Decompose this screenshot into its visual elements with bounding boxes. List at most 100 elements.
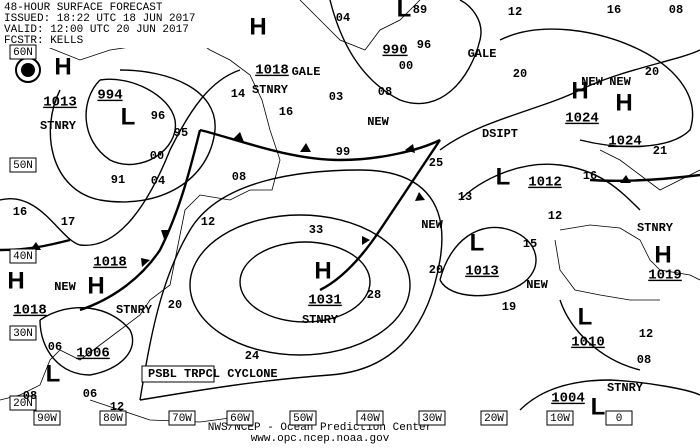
central-pressure: 1004 (551, 391, 585, 407)
lon-label: 20W (484, 413, 504, 425)
central-pressure: 1018 (13, 303, 47, 319)
map-label: GALE (292, 65, 321, 79)
lon-box (168, 410, 196, 426)
central-pressure: 1019 (648, 268, 682, 284)
map-label: 06 (83, 387, 97, 401)
lon-box (418, 410, 446, 426)
pressure-center: H (54, 53, 71, 80)
central-pressure: 1024 (608, 134, 642, 150)
pressure-center: H (615, 89, 632, 116)
map-label: 20 (429, 263, 443, 277)
lon-label: 80W (103, 413, 123, 425)
pressure-center: H (571, 77, 588, 104)
map-label: 04 (151, 174, 165, 188)
central-pressure: 1018 (93, 255, 127, 271)
lat-label: 20N (13, 398, 33, 410)
lat-label: 50N (13, 160, 33, 172)
header-line: VALID: 12:00 UTC 20 JUN 2017 (4, 24, 189, 36)
map-label: NEW (526, 278, 548, 292)
lon-box (356, 410, 384, 426)
central-pressure: 1012 (528, 175, 562, 191)
map-label: STNRY (40, 119, 77, 133)
map-label: 12 (639, 327, 653, 341)
pressure-center: H (249, 13, 266, 40)
lon-label: 30W (422, 413, 442, 425)
map-label: 12 (548, 209, 562, 223)
lon-box (99, 410, 127, 426)
central-pressure: 994 (97, 88, 122, 104)
map-label: 08 (637, 353, 651, 367)
pressure-center: L (591, 393, 606, 420)
map-label: 00 (150, 149, 164, 163)
map-label: 13 (458, 190, 472, 204)
map-label: 96 (417, 38, 431, 52)
map-label: 25 (429, 156, 443, 170)
map-label: NEW (421, 218, 443, 232)
central-pressure: 1006 (76, 346, 110, 362)
map-label: 19 (502, 300, 516, 314)
lat-box (9, 395, 37, 411)
map-label: DSIPT (482, 127, 518, 141)
map-label: 16 (607, 3, 621, 17)
lat-box (9, 325, 37, 341)
lon-label: 0 (616, 413, 623, 425)
map-label: 17 (61, 215, 75, 229)
central-pressure: 990 (382, 43, 407, 59)
header-line: ISSUED: 18:22 UTC 18 JUN 2017 (4, 13, 195, 25)
central-pressure: 1013 (465, 264, 499, 280)
lon-box (546, 410, 574, 426)
map-label: STNRY (252, 83, 289, 97)
map-label: 95 (174, 126, 188, 140)
central-pressure: 1013 (43, 95, 77, 111)
pressure-center: L (470, 229, 485, 256)
map-label: 12 (201, 215, 215, 229)
map-label: STNRY (607, 381, 644, 395)
map-label: STNRY (637, 221, 674, 235)
map-label: 08 (378, 85, 392, 99)
map-label: STNRY (116, 303, 153, 317)
map-label: STNRY (302, 313, 339, 327)
cyclone-box (141, 365, 215, 383)
central-pressure: 1018 (255, 63, 289, 79)
map-label: 08 (23, 389, 37, 403)
footer-line: www.opc.ncep.noaa.gov (251, 433, 390, 445)
pressure-center: L (496, 163, 511, 190)
map-label: 96 (151, 109, 165, 123)
map-label: 99 (336, 145, 350, 159)
map-label: 91 (111, 173, 125, 187)
map-label: 00 (399, 59, 413, 73)
map-label: 16 (279, 105, 293, 119)
map-label: 12 (508, 5, 522, 19)
lon-box (480, 410, 508, 426)
header-line: 48-HOUR SURFACE FORECAST (4, 2, 163, 14)
lon-label: 10W (550, 413, 570, 425)
lon-box (226, 410, 254, 426)
map-label: 24 (245, 349, 259, 363)
map-label: 21 (653, 144, 667, 158)
lon-label: 50W (293, 413, 313, 425)
noaa-logo (15, 57, 41, 83)
pressure-center: H (87, 272, 104, 299)
pressure-center: L (397, 0, 412, 22)
lon-label: 60W (230, 413, 250, 425)
lon-box (605, 410, 633, 426)
map-label: 14 (231, 87, 245, 101)
map-label: 12 (110, 400, 124, 414)
map-label: GALE (468, 47, 497, 61)
header-line: FCSTR: KELLS (4, 35, 84, 47)
map-label: 20 (513, 67, 527, 81)
map-label: 15 (523, 237, 537, 251)
pressure-center: L (46, 360, 61, 387)
central-pressure: 1031 (308, 293, 342, 309)
map-label: 20 (645, 65, 659, 79)
map-label: 03 (329, 90, 343, 104)
lon-box (289, 410, 317, 426)
map-label: PSBL TRPCL CYCLONE (148, 367, 278, 381)
map-label: 16 (583, 169, 597, 183)
lat-box (9, 44, 37, 60)
central-pressure: 1024 (565, 111, 599, 127)
map-label: 08 (232, 170, 246, 184)
map-label: NEW (54, 280, 76, 294)
